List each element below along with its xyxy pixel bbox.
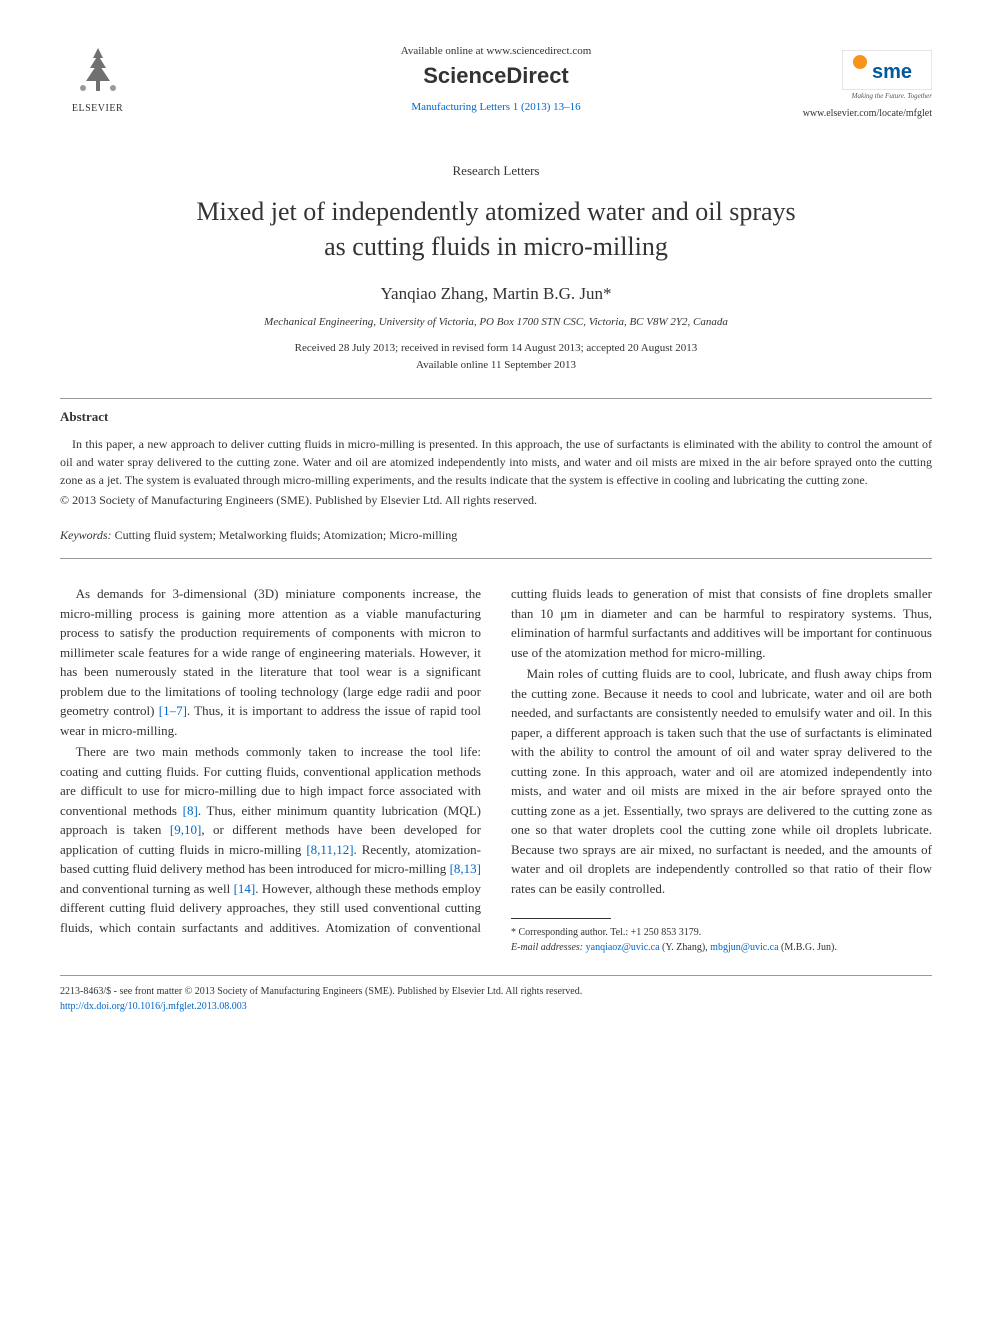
doi-link[interactable]: http://dx.doi.org/10.1016/j.mfglet.2013.… [60, 999, 932, 1014]
abstract-section: Abstract In this paper, a new approach t… [60, 409, 932, 508]
ref-link[interactable]: [8,13] [450, 861, 481, 876]
email-link-2[interactable]: mbgjun@uvic.ca [710, 942, 778, 953]
ref-link[interactable]: [8] [183, 803, 198, 818]
email-label: E-mail addresses: [511, 942, 583, 953]
abstract-copyright: © 2013 Society of Manufacturing Engineer… [60, 493, 932, 508]
article-dates: Received 28 July 2013; received in revis… [60, 340, 932, 373]
footer-info: 2213-8463/$ - see front matter © 2013 So… [60, 984, 932, 1014]
abstract-text: In this paper, a new approach to deliver… [60, 435, 932, 489]
svg-text:sme: sme [872, 61, 912, 83]
sme-tagline: Making the Future. Together [803, 92, 932, 100]
ref-link[interactable]: [9,10] [170, 822, 201, 837]
dates-line-1: Received 28 July 2013; received in revis… [295, 342, 698, 354]
header: ELSEVIER Available online at www.science… [60, 40, 932, 113]
journal-citation[interactable]: Manufacturing Letters 1 (2013) 13–16 [60, 101, 932, 113]
corresponding-author: * Corresponding author. Tel.: +1 250 853… [511, 925, 932, 940]
sme-logo: sme Making the Future. Together www.else… [803, 50, 932, 119]
issn-line: 2213-8463/$ - see front matter © 2013 So… [60, 984, 932, 999]
ref-link[interactable]: [1–7] [159, 703, 187, 718]
paragraph-1: As demands for 3-dimensional (3D) miniat… [60, 584, 481, 740]
elsevier-logo: ELSEVIER [60, 40, 135, 125]
divider [60, 398, 932, 399]
article-title: Mixed jet of independently atomized wate… [60, 194, 932, 264]
journal-url[interactable]: www.elsevier.com/locate/mfglet [803, 108, 932, 119]
dates-line-2: Available online 11 September 2013 [416, 359, 576, 371]
abstract-heading: Abstract [60, 409, 932, 425]
title-line-2: as cutting fluids in micro-milling [324, 232, 668, 261]
sme-icon: sme [842, 50, 932, 90]
email-line: E-mail addresses: yanqiaoz@uvic.ca (Y. Z… [511, 940, 932, 955]
divider [60, 558, 932, 559]
center-header: Available online at www.sciencedirect.co… [60, 40, 932, 113]
authors: Yanqiao Zhang, Martin B.G. Jun* [60, 284, 932, 304]
ref-link[interactable]: [14] [234, 881, 256, 896]
keywords-text: Cutting fluid system; Metalworking fluid… [112, 528, 458, 542]
footnotes: * Corresponding author. Tel.: +1 250 853… [511, 925, 932, 955]
title-line-1: Mixed jet of independently atomized wate… [196, 197, 795, 226]
elsevier-label: ELSEVIER [60, 103, 135, 114]
article-type: Research Letters [60, 163, 932, 179]
affiliation: Mechanical Engineering, University of Vi… [60, 316, 932, 328]
footnote-divider [511, 918, 611, 919]
available-online-text: Available online at www.sciencedirect.co… [60, 45, 932, 57]
ref-link[interactable]: [8,11,12] [306, 842, 353, 857]
keywords-label: Keywords: [60, 528, 112, 542]
bottom-divider [60, 975, 932, 976]
paragraph-3: Main roles of cutting fluids are to cool… [511, 664, 932, 898]
body-text: As demands for 3-dimensional (3D) miniat… [60, 584, 932, 955]
email-link-1[interactable]: yanqiaoz@uvic.ca [586, 942, 660, 953]
sciencedirect-logo: ScienceDirect [60, 63, 932, 89]
elsevier-tree-icon [60, 40, 135, 100]
keywords: Keywords: Cutting fluid system; Metalwor… [60, 528, 932, 543]
